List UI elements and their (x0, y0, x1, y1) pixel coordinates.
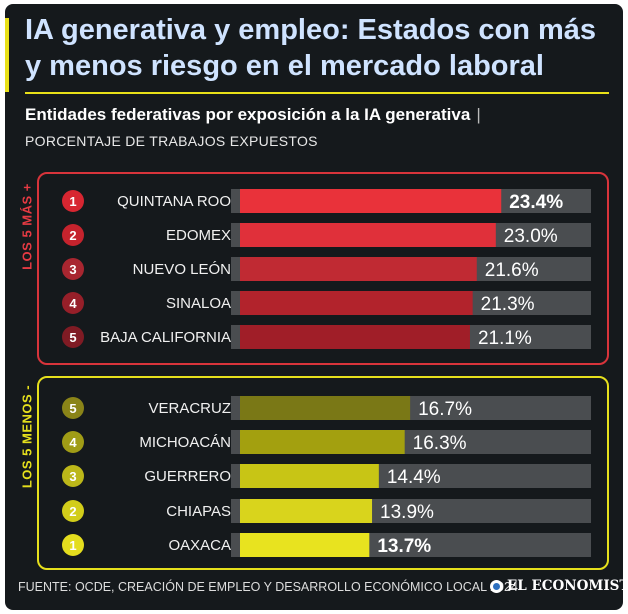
top5-group-box (37, 172, 609, 365)
bar (240, 396, 411, 420)
brand-logo: EL ECONOMISTA (490, 578, 628, 594)
value-label: 21.1% (478, 328, 532, 349)
rank-number: 3 (69, 262, 76, 277)
rank-badge (62, 431, 84, 453)
category-label: EDOMEX (166, 227, 231, 244)
rank-badge (62, 224, 84, 246)
bar (240, 291, 473, 315)
bar (240, 223, 496, 247)
rank-badge (62, 465, 84, 487)
bar (240, 499, 373, 523)
title-accent-bar (5, 18, 9, 92)
value-label: 16.3% (413, 433, 467, 454)
rank-number: 2 (69, 228, 76, 243)
category-label: SINALOA (166, 295, 231, 312)
rank-badge (62, 258, 84, 280)
rank-number: 3 (69, 469, 76, 484)
rank-number: 5 (69, 401, 76, 416)
category-label: BAJA CALIFORNIA (100, 329, 231, 346)
rank-number: 1 (69, 538, 76, 553)
value-label: 14.4% (387, 467, 441, 488)
subtitle-text: Entidades federativas por exposición a l… (25, 105, 471, 124)
bar (240, 257, 477, 281)
rank-badge (62, 326, 84, 348)
bar (240, 189, 502, 213)
bar (240, 533, 370, 557)
chart-subtitle: Entidades federativas por exposición a l… (25, 105, 481, 125)
rank-number: 1 (69, 194, 76, 209)
page-title: IA generativa y empleo: Estados con más … (25, 14, 597, 82)
bar (240, 430, 405, 454)
category-label: CHIAPAS (166, 503, 231, 520)
category-label: VERACRUZ (148, 400, 231, 417)
rank-number: 2 (69, 504, 76, 519)
source-note: FUENTE: OCDE, CREACIÓN DE EMPLEO Y DESAR… (18, 580, 518, 594)
rank-badge (62, 292, 84, 314)
unit-label: PORCENTAJE DE TRABAJOS EXPUESTOS (25, 133, 318, 149)
value-label: 21.3% (481, 294, 535, 315)
brand-mark-icon (490, 579, 503, 593)
brand-name: EL ECONOMISTA (507, 578, 628, 594)
value-label: 13.7% (377, 536, 431, 557)
value-label: 16.7% (418, 399, 472, 420)
category-label: GUERRERO (144, 468, 231, 485)
value-label: 21.6% (485, 260, 539, 281)
rank-number: 5 (69, 330, 76, 345)
rank-badge (62, 190, 84, 212)
value-label: 23.0% (504, 226, 558, 247)
bar (240, 325, 470, 349)
subtitle-separator: | (476, 105, 481, 124)
category-label: MICHOACÁN (139, 434, 231, 451)
title-rule (25, 92, 609, 94)
bottom5-group-box (37, 376, 609, 570)
category-label: QUINTANA ROO (117, 193, 231, 210)
category-label: NUEVO LEÓN (133, 261, 231, 278)
value-label: 23.4% (509, 192, 563, 213)
rank-number: 4 (69, 435, 77, 450)
rank-badge (62, 534, 84, 556)
value-label: 13.9% (380, 502, 434, 523)
rank-badge (62, 397, 84, 419)
category-label: OAXACA (168, 537, 231, 554)
rank-number: 4 (69, 296, 77, 311)
bar (240, 464, 379, 488)
rank-badge (62, 500, 84, 522)
